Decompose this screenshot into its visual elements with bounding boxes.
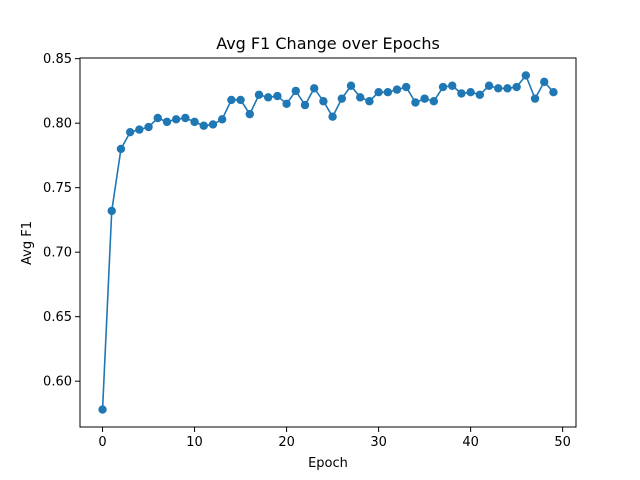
x-axis-label: Epoch — [308, 456, 348, 471]
x-tick-label: 10 — [186, 435, 203, 450]
data-point — [328, 112, 337, 121]
data-point — [374, 87, 383, 97]
data-point — [181, 113, 190, 123]
y-tick-label: 0.85 — [43, 52, 72, 67]
x-tick-label: 40 — [462, 435, 479, 450]
x-tick-label: 20 — [278, 435, 295, 450]
y-tick-label: 0.70 — [43, 246, 72, 261]
data-point — [254, 90, 264, 99]
data-point — [171, 115, 181, 124]
data-point — [125, 127, 135, 137]
data-point — [429, 97, 439, 106]
data-point — [475, 90, 485, 99]
data-point — [503, 84, 512, 93]
data-point — [319, 97, 328, 106]
data-point — [144, 122, 153, 132]
data-point — [494, 84, 503, 93]
data-point — [457, 89, 466, 98]
data-point — [411, 98, 420, 107]
data-point — [356, 93, 365, 102]
data-point — [282, 99, 291, 109]
data-point — [466, 87, 475, 97]
data-point — [392, 85, 402, 94]
x-tick-label: 30 — [370, 435, 387, 450]
chart-title: Avg F1 Change over Epochs — [216, 34, 440, 53]
data-point — [273, 91, 282, 101]
data-point — [199, 121, 208, 130]
data-point — [337, 94, 347, 103]
data-point — [383, 87, 393, 97]
series-layer — [98, 71, 558, 414]
data-point — [153, 113, 162, 123]
x-tick-label: 50 — [554, 435, 571, 450]
data-point — [116, 144, 126, 154]
data-point — [521, 71, 531, 80]
data-point — [420, 94, 429, 103]
ticks-layer: 0 10 20 30 40 50 0.60 0.65 0.70 0.75 0.80 0.85 — [43, 52, 571, 450]
plot-frame — [79, 57, 577, 428]
data-point — [217, 115, 227, 124]
data-point — [98, 405, 107, 414]
data-point — [540, 77, 549, 87]
data-point — [402, 82, 411, 92]
data-point — [512, 82, 521, 92]
data-point — [263, 93, 273, 102]
data-point — [309, 84, 319, 93]
data-point — [346, 81, 356, 90]
y-tick-label: 0.60 — [43, 375, 72, 390]
data-point — [190, 117, 199, 127]
y-tick-label: 0.65 — [43, 310, 72, 325]
y-tick-label: 0.75 — [43, 181, 72, 196]
x-tick-label: 0 — [98, 435, 106, 450]
data-point — [227, 95, 236, 105]
data-point — [438, 82, 448, 92]
data-point — [236, 95, 245, 105]
data-point — [300, 100, 310, 110]
y-tick-label: 0.80 — [43, 117, 72, 132]
data-point — [448, 81, 457, 90]
data-point — [549, 87, 558, 97]
data-point — [245, 109, 254, 119]
data-point — [135, 125, 144, 134]
data-point — [530, 94, 540, 103]
data-point — [208, 120, 218, 129]
data-point — [365, 97, 374, 106]
data-point — [291, 86, 300, 96]
y-axis-label: Avg F1 — [20, 221, 35, 265]
data-point — [107, 206, 116, 216]
data-point — [484, 81, 494, 90]
data-point — [162, 117, 172, 127]
